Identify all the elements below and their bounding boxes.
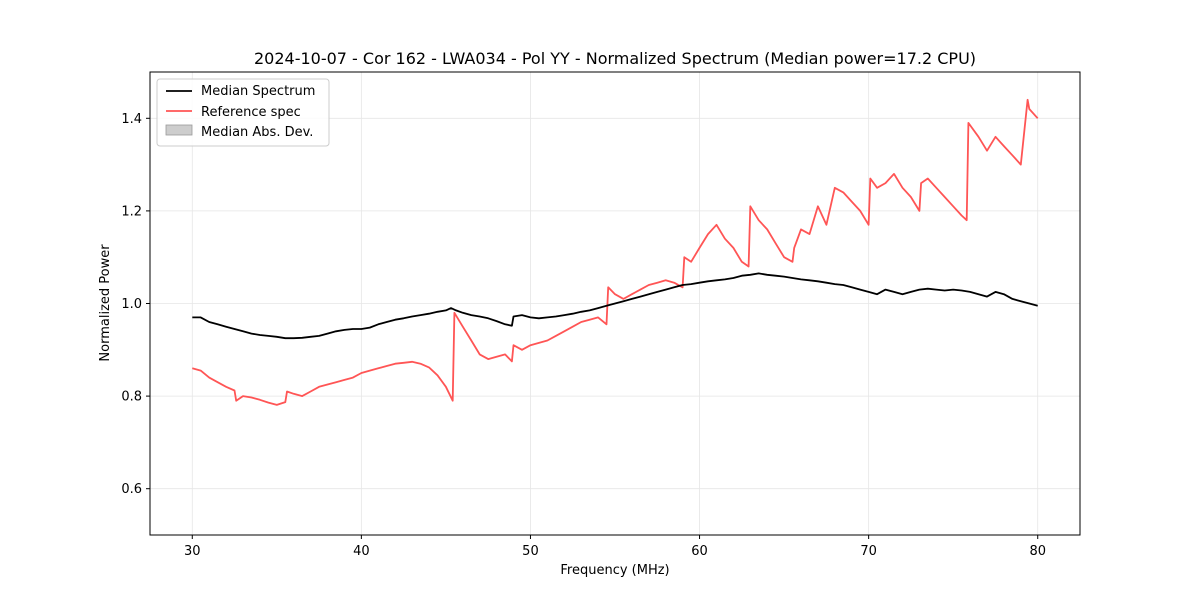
y-tick-label: 1.2	[121, 204, 142, 219]
x-axis-ticks: 30 40 50 60 70 80	[184, 535, 1046, 559]
reference-spec-line	[192, 98, 1039, 406]
x-tick-label: 40	[353, 544, 370, 559]
x-tick-label: 30	[184, 544, 201, 559]
legend-swatch-mad	[165, 124, 193, 136]
x-tick-label: 50	[522, 544, 539, 559]
x-tick-label: 80	[1029, 544, 1046, 559]
x-axis-label: Frequency (MHz)	[560, 563, 669, 578]
y-tick-label: 0.8	[121, 390, 142, 405]
grid	[150, 72, 1080, 535]
x-tick-label: 60	[691, 544, 708, 559]
legend-label-reference: Reference spec	[201, 105, 301, 120]
y-tick-label: 1.4	[121, 112, 142, 127]
x-tick-label: 70	[860, 544, 877, 559]
legend-box	[156, 78, 330, 147]
legend-label-median: Median Spectrum	[201, 84, 315, 99]
y-tick-label: 0.6	[121, 482, 142, 497]
y-axis-ticks: 0.6 0.8 1.0 1.2 1.4	[121, 112, 150, 497]
chart-title: 2024-10-07 - Cor 162 - LWA034 - Pol YY -…	[254, 49, 976, 68]
median-spectrum-line	[192, 272, 1038, 340]
y-tick-label: 1.0	[121, 297, 142, 312]
series-lines	[192, 98, 1039, 406]
y-axis-label: Normalized Power	[98, 244, 113, 362]
legend-label-mad: Median Abs. Dev.	[201, 125, 313, 140]
legend: Median Spectrum Reference spec Median Ab…	[156, 78, 330, 147]
